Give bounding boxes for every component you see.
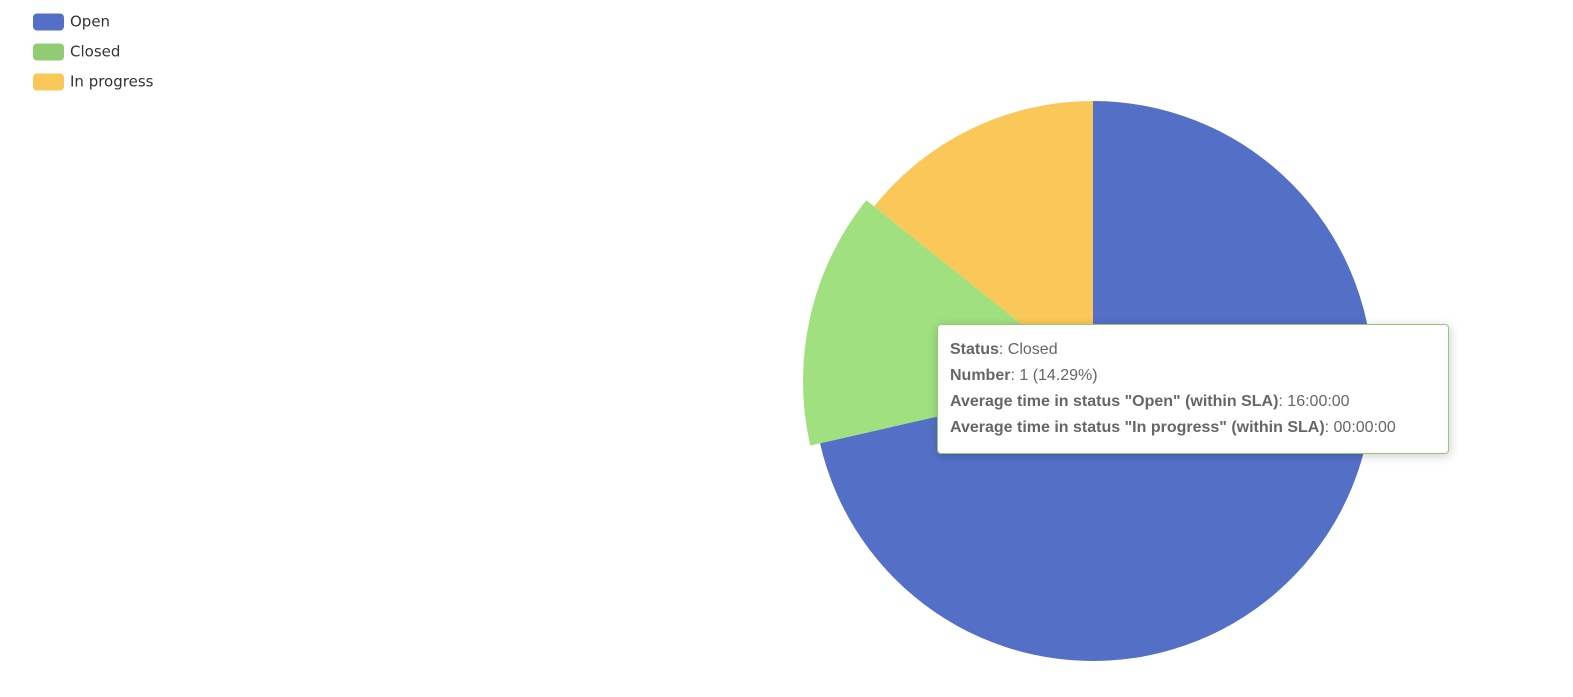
tooltip-label: Average time in status "In progress" (wi…	[950, 419, 1325, 436]
tooltip-label: Status	[950, 341, 999, 358]
tooltip-row: Average time in status "In progress" (wi…	[950, 415, 1436, 441]
legend-label: Closed	[70, 43, 120, 61]
separator: :	[1324, 419, 1334, 436]
pie-slice	[874, 101, 1093, 381]
legend-label: In progress	[70, 73, 154, 91]
separator: :	[1278, 393, 1288, 410]
legend-label: Open	[70, 13, 110, 31]
legend-swatch	[33, 13, 64, 31]
tooltip-value: 1 (14.29%)	[1019, 367, 1098, 384]
tooltip-label: Number	[950, 367, 1011, 384]
tooltip-value: Closed	[1007, 341, 1058, 358]
legend-swatch	[33, 43, 64, 61]
tooltip-row: Status: Closed	[950, 337, 1436, 363]
tooltip-value: 16:00:00	[1287, 393, 1350, 410]
tooltip: Status: Closed Number: 1 (14.29%) Average …	[937, 324, 1449, 454]
separator: :	[1010, 367, 1020, 384]
legend-swatch	[33, 73, 64, 91]
tooltip-value: 00:00:00	[1333, 419, 1396, 436]
tooltip-label: Average time in status "Open" (within SL…	[950, 393, 1279, 410]
tooltip-row: Number: 1 (14.29%)	[950, 363, 1436, 389]
separator: :	[998, 341, 1008, 358]
tooltip-row: Average time in status "Open" (within SL…	[950, 389, 1436, 415]
